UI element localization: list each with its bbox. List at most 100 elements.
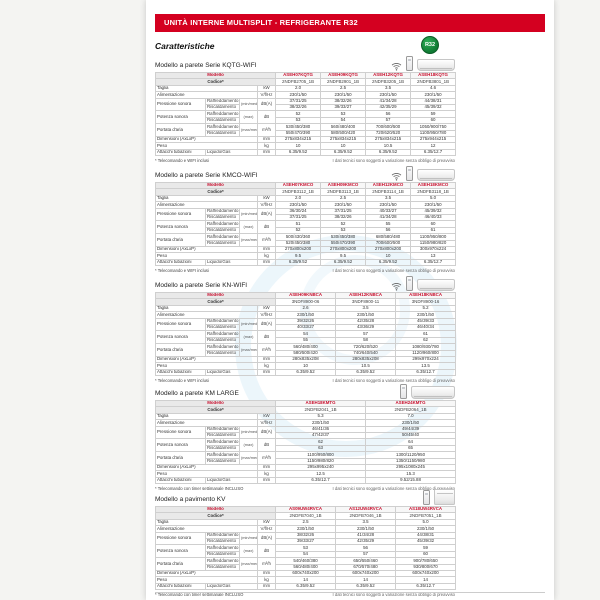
spec-value: 6.35/9.52 bbox=[365, 258, 412, 267]
section-1: Modello a parete Serie KQTG-WIFI Modello A… bbox=[154, 55, 457, 166]
row-sublabel: Riscaldamento bbox=[205, 129, 240, 138]
spec-value: 6.35/12.7 bbox=[395, 582, 457, 591]
row-sublabel: Riscaldamento bbox=[205, 103, 240, 112]
spec-value: 46/40/33 bbox=[410, 213, 457, 222]
spec-value: 1100/950/800 bbox=[410, 233, 457, 241]
wall-unit-image bbox=[417, 59, 455, 71]
spec-value: 6.35/12.7 bbox=[395, 368, 457, 377]
row-unit: dB(A) bbox=[256, 425, 277, 440]
spec-value: 6.35/12.7 bbox=[410, 148, 457, 157]
row-unit: dB bbox=[256, 544, 277, 559]
spec-value: 5.0 bbox=[410, 194, 457, 203]
row-label: Potenza sonora bbox=[155, 544, 206, 559]
section-title: Modello a parete KM LARGE bbox=[155, 390, 239, 397]
row-label: Pressione sonora bbox=[155, 97, 206, 112]
row-label: Potenza sonora bbox=[155, 330, 206, 345]
row-sublabel: Riscaldamento bbox=[205, 116, 240, 125]
table-row-modello: Modello ASEH07KQTG ASEH09KQTG ASEH12KQTG ASE… bbox=[154, 71, 457, 80]
row-unit: V/f/Hz bbox=[256, 419, 277, 427]
section-footnotes: * Telecomando e WIFI inclusi I dati tecni… bbox=[155, 268, 455, 276]
table-row-codice: Codice* 2NDFB3112_1B 2NDFB3113_1B 2NDFB3114… bbox=[154, 188, 457, 196]
row-sublabel: Raffreddamento bbox=[205, 544, 240, 552]
section-footnotes: * Telecomando e WIFI inclusi I dati tecni… bbox=[155, 378, 455, 386]
wifi-icon bbox=[391, 62, 402, 71]
row-sublabel: Riscaldamento bbox=[205, 537, 240, 546]
table-row: Peso kg 10 10 10.5 12 bbox=[155, 142, 457, 150]
spec-value: 275x944x215 bbox=[410, 136, 457, 144]
spec-value: 900/780/650 bbox=[395, 557, 457, 565]
row-sublabel: Riscaldamento bbox=[205, 431, 240, 440]
model-code: 2NDFB7051_1B bbox=[395, 512, 457, 520]
footnote-right: I dati tecnici sono soggetti a variazion… bbox=[332, 378, 455, 384]
section-header: Modello a parete KM LARGE bbox=[155, 383, 455, 400]
row-unit: mm bbox=[256, 136, 277, 144]
table-row: Dimensioni (AxLxP) mm 600x740x200 600x740x2… bbox=[155, 570, 457, 578]
remote-icon bbox=[406, 56, 413, 71]
row-sublabel: Riscaldamento bbox=[205, 444, 240, 453]
row-sublabel: Raffreddamento bbox=[205, 207, 240, 216]
remote-icon bbox=[400, 384, 407, 399]
row-sublabel: Riscaldamento bbox=[205, 226, 240, 235]
model-code: 2NDFB2705_1B bbox=[275, 78, 322, 86]
row-sublabel: Raffreddamento bbox=[205, 123, 240, 131]
model-code: 2NDFB3113_1B bbox=[320, 188, 367, 196]
spec-value: 6.35/9.52 bbox=[275, 368, 337, 377]
row-unit: mm bbox=[256, 148, 277, 157]
row-sublabel: Raffreddamento bbox=[205, 220, 240, 228]
table-row: Portata d'ariaRaffreddamento(max/med/min… bbox=[155, 123, 457, 138]
section-header: Modello a parete Serie KMCO-WIFI bbox=[155, 165, 455, 182]
section-header: Modello a parete Serie KQTG-WIFI bbox=[155, 55, 455, 72]
table-row: Attacchi tubazioni Liquido/Gas mm 6.35/9.52… bbox=[155, 258, 457, 267]
row-unit: kW bbox=[256, 518, 277, 527]
row-unit: dB(A) bbox=[256, 531, 277, 546]
table-row: Taglia kW 2.0 2.5 3.5 5.0 bbox=[155, 194, 457, 203]
table-row: Alimentazione V/f/Hz 230/1/50 230/1/50 230/1… bbox=[155, 311, 457, 319]
footnote-right: I dati tecnici sono soggetti a variazion… bbox=[332, 158, 455, 164]
section-3: Modello a parete Serie KN-WIFI Modello ASE… bbox=[154, 275, 457, 386]
wifi-icon bbox=[391, 282, 402, 291]
row-sublabel: Riscaldamento bbox=[205, 349, 240, 358]
table-row: Riscaldamento 560/480/400 670/570/480 930/8… bbox=[156, 563, 457, 572]
spec-table: Modello ASEH07KQTG ASEH09KQTG ASEH12KQTG ASE… bbox=[154, 71, 457, 157]
spec-value: 230/1/50 bbox=[395, 525, 457, 533]
footnote-right: I dati tecnici sono soggetti a variazion… bbox=[332, 486, 455, 492]
row-sublabel: Riscaldamento bbox=[205, 323, 240, 332]
table-row: Attacchi tubazioni Liquido/Gas mm 6.35/9.52… bbox=[155, 148, 457, 157]
remote-icon bbox=[406, 276, 413, 291]
spec-value: 1100/950/780 bbox=[410, 129, 457, 138]
section-header: Modello a parete Serie KN-WIFI bbox=[155, 275, 455, 292]
row-sublabel: Riscaldamento bbox=[205, 550, 240, 559]
wall-unit-large-image bbox=[411, 386, 455, 399]
table-row: Attacchi tubazioni Liquido/Gas mm 6.35/12.7… bbox=[155, 476, 457, 485]
row-note: (max) bbox=[239, 110, 258, 125]
spec-value: 44/38/31 bbox=[395, 531, 457, 540]
spec-table: Modello ASEH09KNBCA ASEH12KNBCA ASEH18KNBCA… bbox=[154, 291, 457, 377]
row-unit: kg bbox=[256, 576, 277, 584]
row-label: Attacchi tubazioni bbox=[155, 582, 206, 591]
spec-value: 5.0 bbox=[395, 518, 457, 527]
row-sublabel: Riscaldamento bbox=[205, 336, 240, 345]
section-icons bbox=[391, 166, 455, 181]
row-note: (min/med/max) bbox=[239, 207, 258, 222]
row-label: Pressione sonora bbox=[155, 531, 206, 546]
row-unit: mm bbox=[256, 246, 277, 254]
table-row: Riscaldamento 550/470/390 580/500/420 720/6… bbox=[156, 129, 457, 138]
row-label: Attacchi tubazioni bbox=[155, 368, 206, 377]
row-unit: mm bbox=[256, 570, 277, 578]
row-sublabel: Raffreddamento bbox=[205, 451, 240, 459]
footnote-right: I dati tecnici sono soggetti a variazion… bbox=[332, 268, 455, 274]
spec-value: 6.35/9.52 bbox=[275, 258, 322, 267]
row-unit: dB(A) bbox=[256, 97, 277, 112]
table-row: Riscaldamento 520/450/380 550/470/390 700/6… bbox=[156, 239, 457, 248]
table-row: Dimensioni (AxLxP) mm 275x834x215 275x834x2… bbox=[155, 136, 457, 144]
spec-value: 6.35/12.7 bbox=[410, 258, 457, 267]
row-label: Attacchi tubazioni bbox=[155, 476, 206, 485]
row-label: Pressione sonora bbox=[155, 317, 206, 332]
remote-icon bbox=[406, 166, 413, 181]
table-row: Alimentazione V/f/Hz 230/1/50 230/1/50 230/1… bbox=[155, 525, 457, 533]
row-sublabel: Liquido/Gas bbox=[205, 368, 258, 377]
row-sublabel: Raffreddamento bbox=[205, 425, 240, 434]
table-row: Taglia kW 2.5 3.5 5.0 bbox=[155, 518, 457, 527]
section-icons bbox=[400, 384, 455, 399]
row-label: Potenza sonora bbox=[155, 438, 206, 453]
